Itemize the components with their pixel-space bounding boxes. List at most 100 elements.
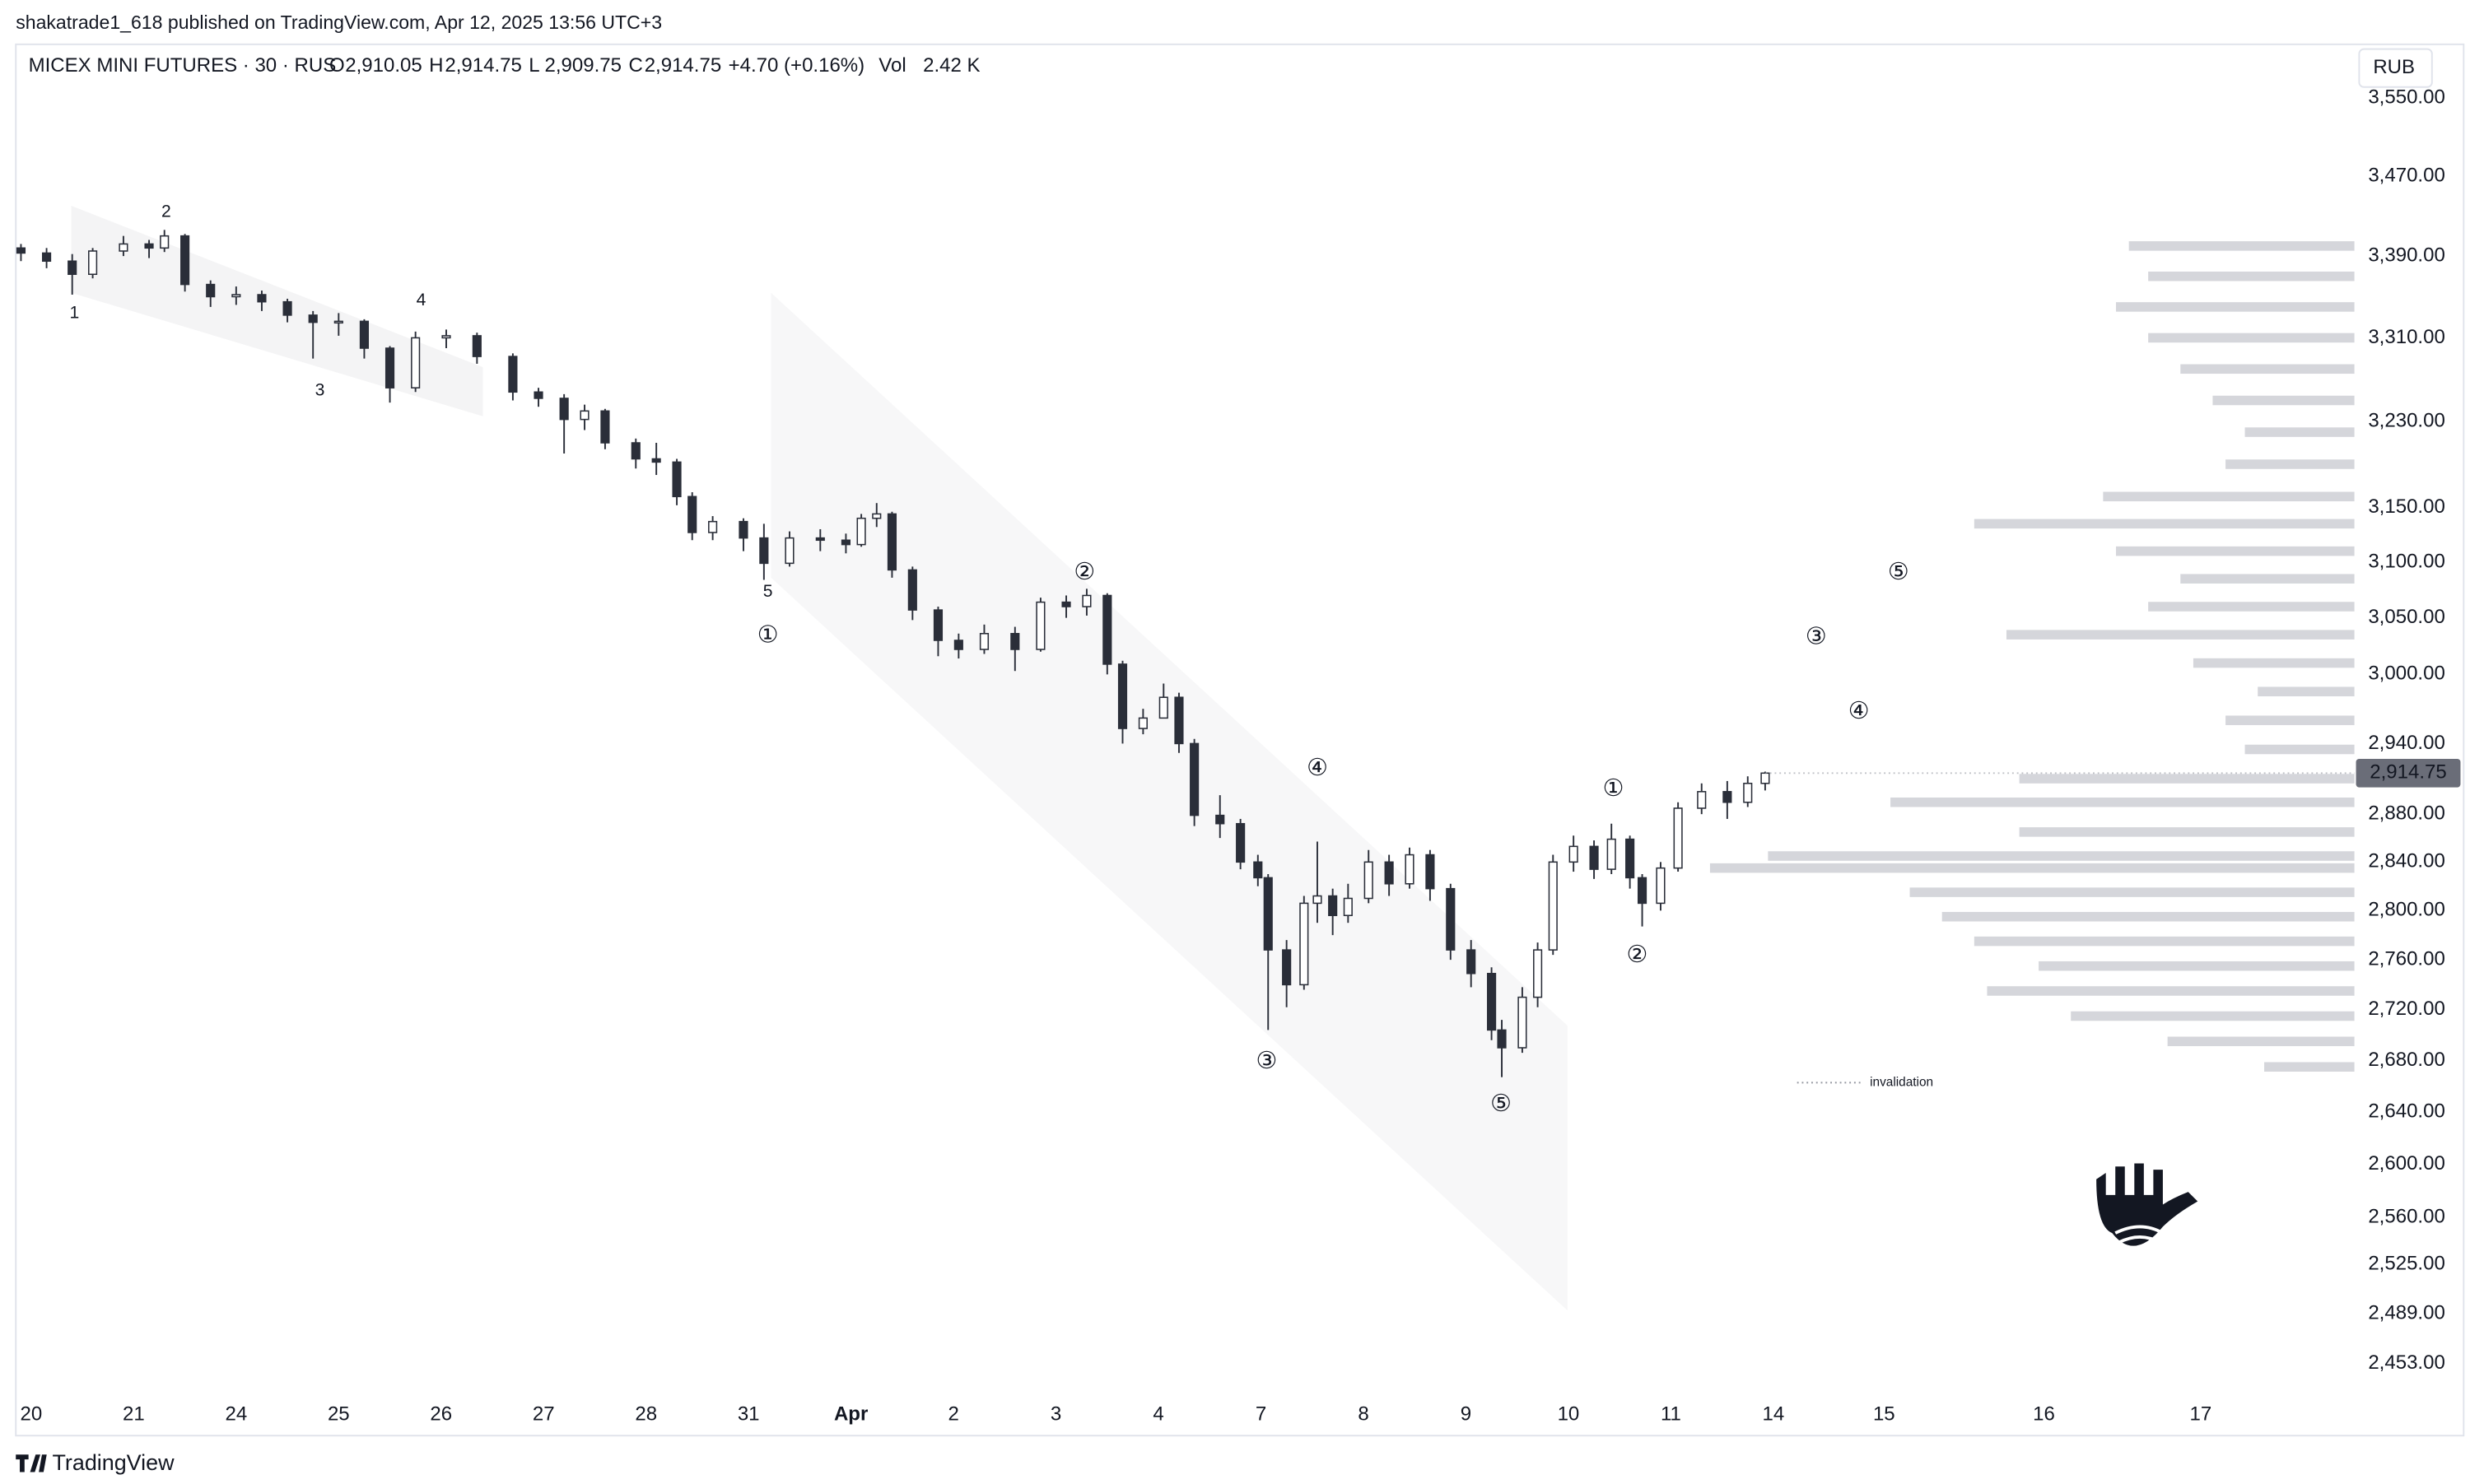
currency-button[interactable] (2358, 48, 2433, 88)
candle (631, 438, 641, 469)
candle (856, 514, 866, 547)
candle-body (68, 260, 77, 276)
candle-body (1363, 861, 1373, 900)
x-tick-label: Apr (834, 1403, 868, 1426)
candle-body (1236, 822, 1246, 863)
volume-profile-bar (2258, 686, 2355, 697)
volume-profile-bar (2116, 302, 2355, 312)
candle (160, 230, 170, 253)
y-tick-label: 2,489.00 (2368, 1301, 2444, 1324)
hand (2096, 1163, 2198, 1246)
candle (1061, 595, 1071, 618)
y-tick-label: 3,310.00 (2368, 326, 2444, 348)
candle (1673, 802, 1683, 872)
volume-profile-bar (2019, 774, 2355, 784)
wave-label: ④ (1848, 698, 1870, 724)
candle-body (672, 461, 682, 498)
candle (441, 329, 451, 349)
candle-body (953, 640, 963, 650)
volume-profile-bar (2128, 241, 2355, 251)
candle (1425, 849, 1435, 901)
chart-title: MICEX MINI FUTURES · 30 · RUS (29, 54, 337, 77)
candle (359, 319, 370, 359)
candle (979, 624, 990, 654)
x-tick-label: 10 (1558, 1403, 1580, 1426)
candle-body (508, 356, 518, 393)
candle-body (384, 347, 395, 388)
currency[interactable]: RUB (2373, 56, 2415, 78)
x-tick-label: 2 (948, 1403, 958, 1426)
channel (771, 292, 1568, 1311)
candle-body (1625, 838, 1635, 879)
x-tick-label: 9 (1461, 1403, 1471, 1426)
wave-label: 1 (70, 303, 80, 322)
y-tick-label: 3,470.00 (2368, 164, 2444, 186)
y-tick-label: 2,760.00 (2368, 947, 2444, 970)
candle-body (441, 335, 451, 339)
candle (907, 566, 917, 621)
x-tick-label: 7 (1256, 1403, 1266, 1426)
candle (119, 235, 128, 257)
y-tick-label: 2,453.00 (2368, 1351, 2444, 1374)
candle-body (1263, 877, 1273, 951)
candle (872, 503, 882, 528)
wave-label: ② (1074, 559, 1095, 585)
x-tick-label: 14 (1763, 1403, 1785, 1426)
candle (841, 533, 851, 554)
candle-body (119, 243, 128, 252)
x-tick-label: 24 (225, 1403, 247, 1426)
x-tick-label: 21 (123, 1403, 145, 1426)
wave-label: ② (1627, 942, 1648, 968)
candle (1589, 840, 1599, 879)
candle-body (1656, 867, 1666, 905)
candle (1533, 942, 1543, 1007)
legend-change: +4.70 (+0.16%) (729, 54, 865, 77)
candle (739, 518, 748, 551)
wave-label: 4 (417, 291, 426, 309)
candle-body (1102, 594, 1112, 665)
candle-body (1174, 696, 1184, 745)
candle (559, 393, 569, 454)
volume-profile-bar (1974, 936, 2355, 947)
candle (1405, 847, 1414, 889)
candle (534, 388, 543, 407)
candle (68, 254, 77, 295)
x-tick-label: 8 (1358, 1403, 1368, 1426)
candle-body (359, 320, 370, 349)
volume-profile-bar (2180, 364, 2355, 374)
candle (1117, 660, 1128, 744)
candle (1517, 987, 1527, 1054)
candle-body (308, 314, 318, 323)
candle-body (1061, 601, 1071, 607)
candle-body (206, 283, 216, 298)
candle-body (1589, 845, 1599, 870)
candle (1697, 783, 1707, 815)
candle (1158, 683, 1168, 719)
candle-body (16, 247, 26, 254)
candle (144, 240, 154, 258)
y-tick-label: 2,880.00 (2368, 802, 2444, 825)
y-tick-label: 2,720.00 (2368, 998, 2444, 1020)
x-tick-label: 31 (738, 1403, 760, 1426)
last-price-label: 2,914.75 (2370, 761, 2446, 784)
volume-profile-bar (2103, 491, 2355, 502)
volume-profile-bar (2019, 827, 2355, 837)
footer: TradingView (16, 1450, 175, 1475)
volume-profile-bar (2212, 395, 2355, 406)
candle-body (1190, 742, 1200, 816)
candle-body (1384, 861, 1394, 885)
candle (257, 291, 267, 311)
wave-label: ① (757, 622, 779, 649)
candle-body (979, 633, 990, 650)
candle-body (144, 243, 154, 249)
candle-body (933, 609, 944, 641)
candle-body (1760, 772, 1770, 784)
candle-body (1312, 895, 1322, 905)
y-tick-label: 3,390.00 (2368, 244, 2444, 266)
y-tick-label: 2,800.00 (2368, 899, 2444, 921)
candle-body (41, 252, 52, 263)
volume-profile-bar (1890, 797, 2355, 807)
candle-body (1010, 633, 1020, 650)
candle-body (1299, 902, 1309, 986)
y-tick-label: 3,050.00 (2368, 606, 2444, 628)
